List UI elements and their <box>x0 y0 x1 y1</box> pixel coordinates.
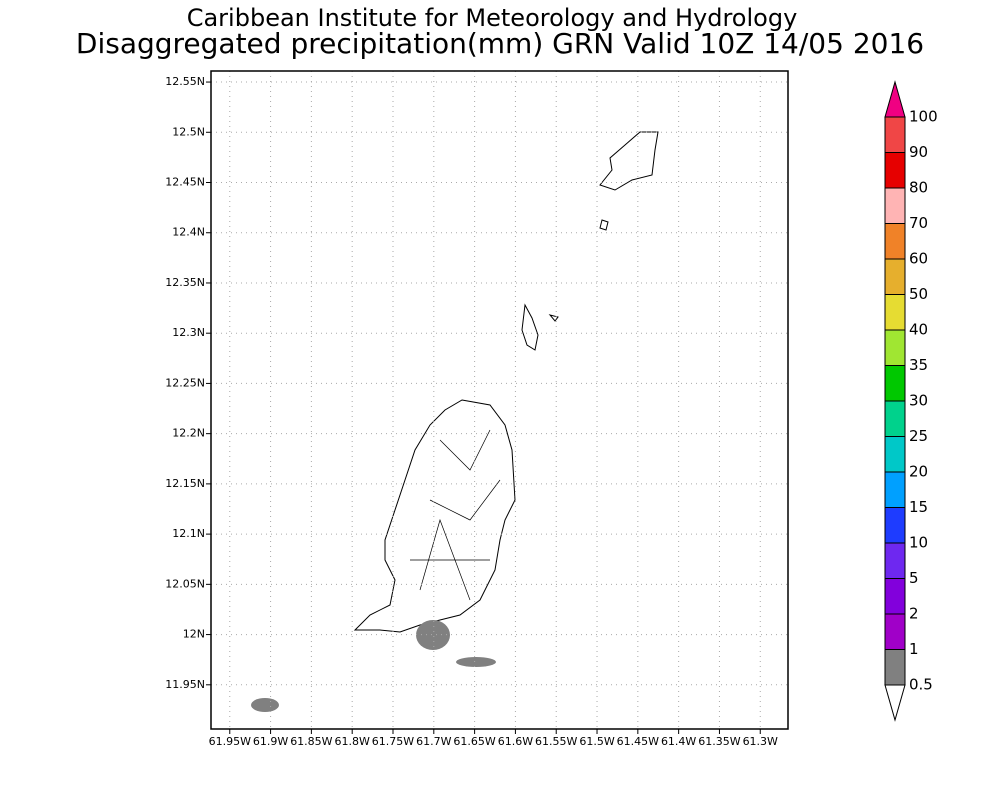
map-plot <box>211 71 788 729</box>
lon-tick-label: 61.55W <box>535 735 577 748</box>
colorbar-band <box>884 152 906 189</box>
precip-area <box>251 698 279 712</box>
lat-tick-label: 12.05N <box>165 577 205 590</box>
colorbar-label: 20 <box>909 463 928 481</box>
colorbar-over <box>884 80 906 118</box>
carriacou-island <box>599 131 659 191</box>
colorbar-band <box>884 613 906 650</box>
small-island <box>521 303 539 351</box>
precip-area <box>456 657 496 667</box>
lon-tick-label: 61.6W <box>498 735 533 748</box>
colorbar-band <box>884 187 906 224</box>
lat-tick-label: 12.5N <box>172 125 205 138</box>
lon-tick-label: 61.35W <box>698 735 740 748</box>
colorbar-band <box>884 223 906 260</box>
lat-tick-label: 12.55N <box>165 75 205 88</box>
title: Caribbean Institute for Meteorology and … <box>187 4 798 32</box>
colorbar-label: 80 <box>909 179 928 197</box>
colorbar-label: 40 <box>909 321 928 339</box>
colorbar-band <box>884 436 906 473</box>
lon-tick-label: 61.95W <box>209 735 251 748</box>
small-island <box>548 314 559 322</box>
lon-tick-label: 61.7W <box>416 735 451 748</box>
colorbar-label: 15 <box>909 498 928 516</box>
lat-tick-label: 12.25N <box>165 376 205 389</box>
colorbar-band <box>884 400 906 437</box>
lat-tick-label: 11.95N <box>165 678 205 691</box>
colorbar-band <box>884 294 906 331</box>
colorbar-label: 2 <box>909 605 919 623</box>
lon-tick-label: 61.5W <box>579 735 614 748</box>
colorbar-label: 90 <box>909 143 928 161</box>
colorbar-under <box>884 684 906 722</box>
grenada-island <box>353 399 516 633</box>
lon-tick-label: 61.9W <box>253 735 288 748</box>
lon-tick-label: 61.65W <box>453 735 495 748</box>
colorbar-band <box>884 258 906 295</box>
lon-tick-label: 61.4W <box>661 735 696 748</box>
lon-tick-label: 61.3W <box>743 735 778 748</box>
map-frame <box>210 70 789 730</box>
lat-tick-label: 12N <box>183 628 205 641</box>
colorbar-label: 100 <box>909 108 938 126</box>
lat-tick-label: 12.3N <box>172 326 205 339</box>
lat-tick-label: 12.2N <box>172 427 205 440</box>
colorbar-label: 70 <box>909 214 928 232</box>
lat-tick-label: 12.15N <box>165 477 205 490</box>
lon-tick-label: 61.8W <box>335 735 370 748</box>
colorbar-label: 25 <box>909 427 928 445</box>
colorbar-label: 50 <box>909 285 928 303</box>
lat-tick-label: 12.4N <box>172 226 205 239</box>
subtitle: Disaggregated precipitation(mm) GRN Vali… <box>76 27 924 60</box>
colorbar-band <box>884 578 906 615</box>
colorbar-band <box>884 365 906 402</box>
lat-tick-label: 12.35N <box>165 276 205 289</box>
colorbar-band <box>884 649 906 686</box>
colorbar-band <box>884 329 906 366</box>
parish-boundaries <box>410 429 501 601</box>
colorbar-label: 10 <box>909 534 928 552</box>
colorbar-band <box>884 542 906 579</box>
colorbar-label: 1 <box>909 640 919 658</box>
colorbar-label: 30 <box>909 392 928 410</box>
colorbar-band <box>884 471 906 508</box>
colorbar-label: 60 <box>909 250 928 268</box>
precip-area <box>416 620 450 650</box>
colorbar-label: 0.5 <box>909 676 933 694</box>
colorbar-band <box>884 507 906 544</box>
lon-tick-label: 61.85W <box>290 735 332 748</box>
colorbar-label: 5 <box>909 569 919 587</box>
lon-tick-label: 61.75W <box>372 735 414 748</box>
lon-tick-label: 61.45W <box>617 735 659 748</box>
small-island <box>599 219 609 231</box>
colorbar-label: 35 <box>909 356 928 374</box>
lat-tick-label: 12.1N <box>172 527 205 540</box>
colorbar-band <box>884 116 906 153</box>
lat-tick-label: 12.45N <box>165 176 205 189</box>
